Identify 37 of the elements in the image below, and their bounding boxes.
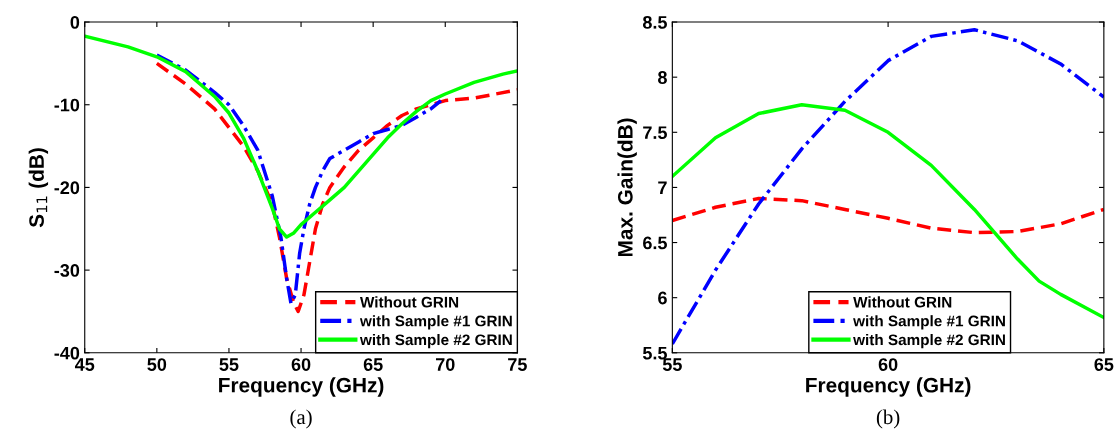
legend-label: with Sample #2 GRIN [359,333,512,349]
legend-label: with Sample #1 GRIN [853,315,1005,330]
x-tick-label: 55 [219,358,239,371]
x-tick-label: 50 [147,358,167,371]
line-series [84,34,518,239]
legend-label: Without GRIN [853,296,952,308]
y-tick-label: 6.5 [643,236,667,250]
legend-label: Without GRIN [359,296,459,308]
y-tick-label: 0 [70,15,80,29]
y-tick-label: 8.5 [642,15,667,29]
y-tick-label: 7 [658,181,667,194]
y-tick-label: 5.5 [642,346,667,360]
legend-label: with Sample #2 GRIN [853,333,1005,349]
x-tick-label: 45 [74,358,95,371]
y-tick-label: 6 [658,291,667,305]
x-tick-label: 65 [363,358,383,371]
y-tick-label: 7.5 [643,126,667,140]
legend-label: with Sample #1 GRIN [359,315,512,330]
line-series [155,61,518,314]
y-tick-label: -20 [54,181,80,195]
text: (b) [876,409,900,429]
y-tick-label: -10 [54,98,80,112]
x-tick-label: 65 [1094,358,1114,371]
x-tick-label: 70 [435,358,455,371]
x-axis-title: Frequency (GHz) [806,377,971,397]
line-series [672,196,1104,235]
y-axis-title: S$_{11}$ (dB) [28,148,49,228]
x-tick-label: 60 [291,358,311,371]
x-axis-title: Frequency (GHz) [219,377,384,397]
y-tick-label: -30 [54,264,80,277]
y-tick-label: -40 [54,346,80,360]
x-tick-label: 75 [508,358,527,371]
x-tick-label: 60 [878,358,898,371]
text: (a) [290,409,312,429]
y-tick-label: 8 [658,71,667,84]
y-axis-title: Max. Gain(dB) [617,118,637,257]
x-tick-label: 55 [662,358,682,371]
